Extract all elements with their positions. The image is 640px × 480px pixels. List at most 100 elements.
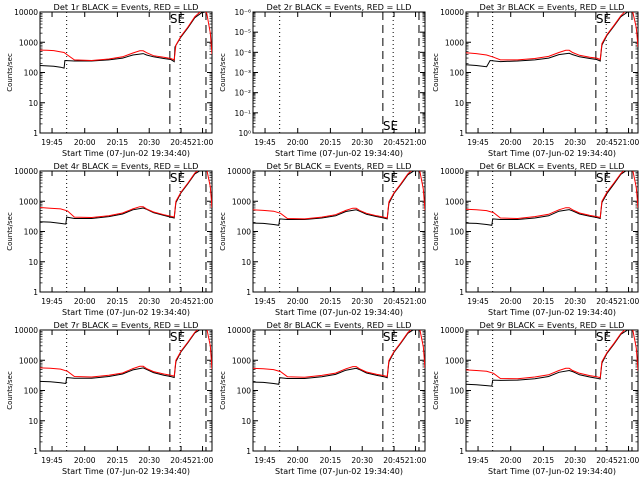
y-tick-label: 10000 bbox=[440, 326, 464, 335]
panel-title: Det 7r BLACK = Events, RED = LLD bbox=[54, 320, 199, 330]
series-lld-line bbox=[40, 171, 212, 219]
plot-frame bbox=[465, 170, 639, 293]
y-tick-label: 100 bbox=[24, 69, 39, 78]
y-tick-label: 1 bbox=[33, 288, 38, 297]
panel-title: Det 8r BLACK = Events, RED = LLD bbox=[267, 320, 412, 330]
y-tick-label: 10000 bbox=[227, 326, 251, 335]
y-tick-label: 10 bbox=[454, 417, 464, 426]
x-tick-label: 20:00 bbox=[287, 138, 309, 147]
y-tick-label: 1000 bbox=[19, 356, 38, 365]
series-events-line bbox=[466, 171, 627, 226]
y-tick-label: 100 bbox=[237, 387, 252, 396]
x-tick-label: 20:45 bbox=[170, 138, 192, 147]
x-tick-label: 20:45 bbox=[383, 297, 405, 306]
y-tick-label: 1000 bbox=[232, 356, 251, 365]
y-axis-label: Counts/sec bbox=[6, 371, 14, 410]
plot-frame bbox=[465, 329, 639, 452]
panel-title: Det 2r BLACK = Events, RED = LLD bbox=[267, 2, 412, 12]
panel-det-8: Det 8r BLACK = Events, RED = LLD Counts/s… bbox=[219, 320, 427, 476]
y-tick-label: 10 bbox=[28, 417, 38, 426]
se-annotation: SE bbox=[596, 330, 611, 344]
y-tick-label: 1 bbox=[459, 129, 464, 138]
series-lld-line bbox=[40, 330, 212, 378]
x-tick-label: 20:45 bbox=[170, 456, 192, 465]
y-tick-label: 10⁻¹ bbox=[234, 109, 251, 118]
y-tick-label: 1000 bbox=[445, 197, 464, 206]
x-axis-label: Start Time (07-Jun-02 19:34:40) bbox=[275, 308, 403, 317]
x-tick-label: 19:45 bbox=[254, 297, 276, 306]
x-tick-label: 19:45 bbox=[254, 138, 276, 147]
y-tick-label: 1000 bbox=[445, 38, 464, 47]
series-lld-line bbox=[466, 12, 638, 61]
series-lld-line bbox=[40, 12, 212, 62]
y-tick-label: 1 bbox=[33, 129, 38, 138]
se-annotation: SE bbox=[596, 12, 611, 26]
x-tick-label: 20:30 bbox=[351, 297, 373, 306]
x-axis-label: Start Time (07-Jun-02 19:34:40) bbox=[62, 308, 190, 317]
x-axis-label: Start Time (07-Jun-02 19:34:40) bbox=[62, 149, 190, 158]
y-tick-label: 10⁻⁴ bbox=[234, 48, 251, 57]
x-tick-label: 21:00 bbox=[192, 297, 214, 306]
se-annotation: SE bbox=[383, 330, 398, 344]
y-axis-label: Counts/sec bbox=[219, 371, 227, 410]
se-annotation: SE bbox=[170, 12, 185, 26]
x-tick-label: 19:45 bbox=[254, 456, 276, 465]
y-tick-label: 1000 bbox=[232, 197, 251, 206]
panel-det-1: Det 1r BLACK = Events, RED = LLD Counts/s… bbox=[6, 2, 214, 158]
x-tick-label: 20:30 bbox=[564, 456, 586, 465]
y-tick-label: 10000 bbox=[227, 167, 251, 176]
y-tick-label: 1 bbox=[246, 447, 251, 456]
x-tick-label: 20:30 bbox=[564, 138, 586, 147]
x-tick-label: 20:30 bbox=[138, 138, 160, 147]
x-tick-label: 21:00 bbox=[405, 456, 427, 465]
x-tick-label: 19:45 bbox=[41, 297, 63, 306]
x-axis-label: Start Time (07-Jun-02 19:34:40) bbox=[488, 149, 616, 158]
x-tick-label: 20:45 bbox=[596, 297, 618, 306]
panel-det-9: Det 9r BLACK = Events, RED = LLD Counts/s… bbox=[432, 320, 640, 476]
x-tick-label: 21:00 bbox=[618, 456, 640, 465]
y-tick-label: 10000 bbox=[440, 8, 464, 17]
x-tick-label: 19:45 bbox=[41, 456, 63, 465]
y-axis-label: Counts/sec bbox=[432, 371, 440, 410]
x-tick-label: 20:00 bbox=[287, 456, 309, 465]
x-tick-label: 21:00 bbox=[405, 138, 427, 147]
x-tick-label: 20:30 bbox=[351, 456, 373, 465]
x-tick-label: 20:30 bbox=[138, 297, 160, 306]
x-tick-label: 20:45 bbox=[596, 138, 618, 147]
x-tick-label: 21:00 bbox=[192, 456, 214, 465]
panel-det-3: Det 3r BLACK = Events, RED = LLD Counts/s… bbox=[432, 2, 640, 158]
y-tick-label: 10⁻² bbox=[234, 89, 251, 98]
y-axis-label: Counts/sec bbox=[219, 53, 227, 92]
x-tick-label: 20:45 bbox=[170, 297, 192, 306]
y-tick-label: 1000 bbox=[19, 197, 38, 206]
panel-title: Det 4r BLACK = Events, RED = LLD bbox=[54, 161, 199, 171]
y-tick-label: 10 bbox=[28, 99, 38, 108]
plot-frame bbox=[252, 11, 426, 134]
panel-det-2: Det 2r BLACK = Events, RED = LLD Counts/s… bbox=[219, 2, 427, 158]
x-tick-label: 20:30 bbox=[351, 138, 373, 147]
y-tick-label: 100 bbox=[450, 387, 465, 396]
y-tick-label: 10000 bbox=[14, 8, 38, 17]
y-tick-label: 100 bbox=[24, 387, 39, 396]
x-tick-label: 21:00 bbox=[192, 138, 214, 147]
x-tick-label: 20:00 bbox=[74, 138, 96, 147]
panel-det-6: Det 6r BLACK = Events, RED = LLD Counts/s… bbox=[432, 161, 640, 317]
x-tick-label: 20:15 bbox=[107, 297, 129, 306]
panel-title: Det 6r BLACK = Events, RED = LLD bbox=[480, 161, 625, 171]
y-tick-label: 1000 bbox=[445, 356, 464, 365]
y-tick-label: 1 bbox=[33, 447, 38, 456]
y-tick-label: 10⁻³ bbox=[234, 69, 251, 78]
series-lld-line bbox=[466, 330, 638, 380]
x-tick-label: 19:45 bbox=[467, 297, 489, 306]
y-tick-label: 10000 bbox=[14, 167, 38, 176]
x-tick-label: 20:00 bbox=[287, 297, 309, 306]
y-tick-label: 10 bbox=[454, 258, 464, 267]
y-axis-label: Counts/sec bbox=[219, 212, 227, 251]
y-axis-label: Counts/sec bbox=[6, 212, 14, 251]
x-tick-label: 20:30 bbox=[138, 456, 160, 465]
plot-frame bbox=[252, 170, 426, 293]
panel-det-7: Det 7r BLACK = Events, RED = LLD Counts/s… bbox=[6, 320, 214, 476]
panel-title: Det 5r BLACK = Events, RED = LLD bbox=[267, 161, 412, 171]
y-tick-label: 10 bbox=[28, 258, 38, 267]
x-axis-label: Start Time (07-Jun-02 19:34:40) bbox=[488, 467, 616, 476]
